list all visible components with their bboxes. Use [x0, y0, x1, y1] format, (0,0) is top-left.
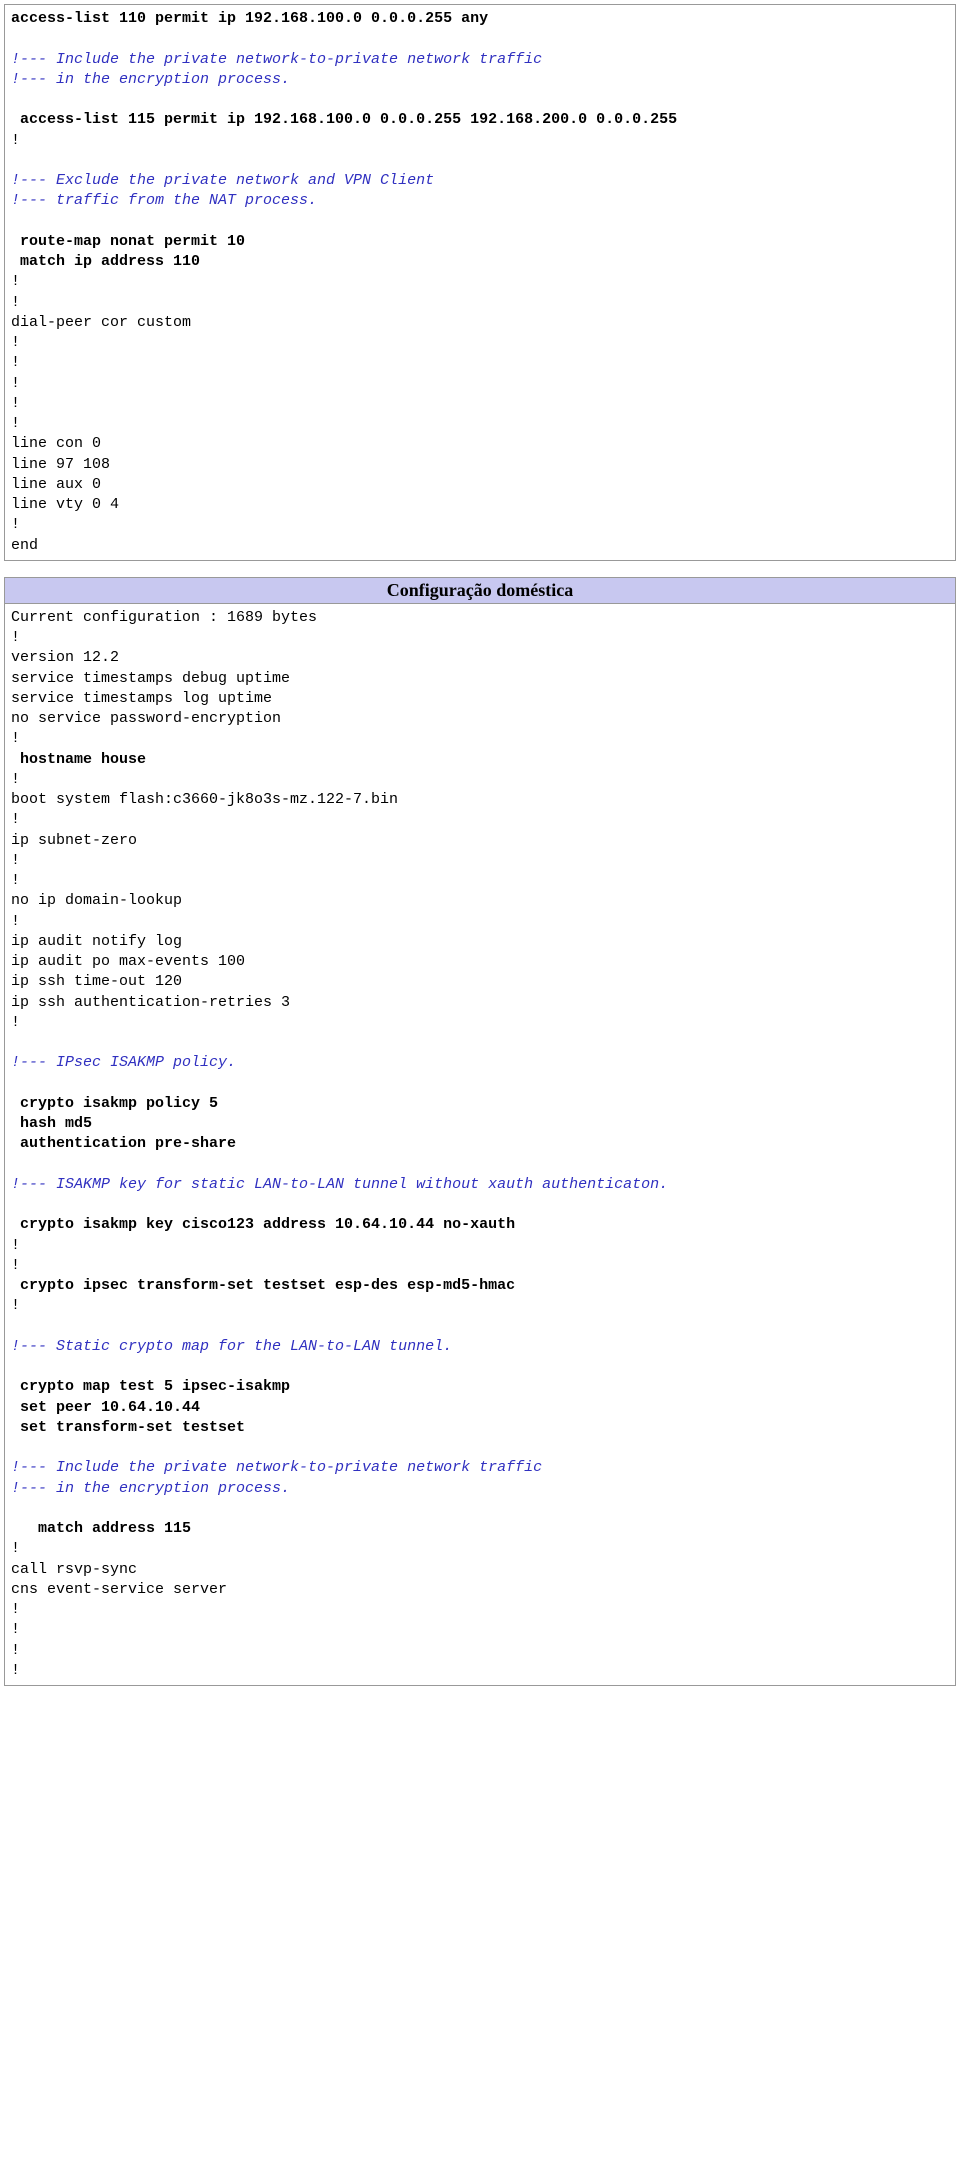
box2-line: !: [11, 913, 20, 930]
box2-line: !--- Static crypto map for the LAN-to-LA…: [11, 1338, 452, 1355]
box2-line: ip subnet-zero: [11, 832, 137, 849]
box2-line: !--- in the encryption process.: [11, 1480, 290, 1497]
box2-line: service timestamps debug uptime: [11, 670, 290, 687]
box2-line: !: [11, 852, 20, 869]
config-box-1: access-list 110 permit ip 192.168.100.0 …: [4, 4, 956, 561]
box2-line: hostname house: [11, 751, 146, 768]
box1-line: line vty 0 4: [11, 496, 119, 513]
box2-line: no service password-encryption: [11, 710, 281, 727]
box2-line: !: [11, 771, 20, 788]
box2-line: !: [11, 1601, 20, 1618]
box2-line: !: [11, 1642, 20, 1659]
box1-line: !: [11, 132, 20, 149]
box2-line: hash md5: [11, 1115, 92, 1132]
box2-line: match address 115: [11, 1520, 191, 1537]
box2-line: version 12.2: [11, 649, 119, 666]
box2-line: set transform-set testset: [11, 1419, 245, 1436]
box2-line: call rsvp-sync: [11, 1561, 137, 1578]
box1-line: !--- Include the private network-to-priv…: [11, 51, 542, 68]
config-title-2: Configuração doméstica: [5, 578, 955, 604]
box1-line: !: [11, 273, 20, 290]
box2-line: ip ssh authentication-retries 3: [11, 994, 290, 1011]
box1-line: !--- in the encryption process.: [11, 71, 290, 88]
box2-line: !: [11, 1237, 20, 1254]
box2-line: crypto isakmp policy 5: [11, 1095, 218, 1112]
box2-line: boot system flash:c3660-jk8o3s-mz.122-7.…: [11, 791, 398, 808]
box2-line: ip audit notify log: [11, 933, 182, 950]
box2-line: no ip domain-lookup: [11, 892, 182, 909]
box1-line: !: [11, 294, 20, 311]
box1-line: dial-peer cor custom: [11, 314, 191, 331]
box1-line: !: [11, 375, 20, 392]
box2-line: !: [11, 1297, 20, 1314]
box2-line: cns event-service server: [11, 1581, 227, 1598]
box2-line: crypto ipsec transform-set testset esp-d…: [11, 1277, 515, 1294]
box1-line: route-map nonat permit 10: [11, 233, 245, 250]
box2-line: !--- Include the private network-to-priv…: [11, 1459, 542, 1476]
box2-line: !: [11, 1662, 20, 1679]
box1-line: access-list 110 permit ip 192.168.100.0 …: [11, 10, 488, 27]
box1-line: !: [11, 334, 20, 351]
config-body-1: access-list 110 permit ip 192.168.100.0 …: [5, 5, 955, 560]
config-box-2: Configuração doméstica Current configura…: [4, 577, 956, 1686]
box2-line: authentication pre-share: [11, 1135, 236, 1152]
box1-line: !--- traffic from the NAT process.: [11, 192, 317, 209]
box2-line: !: [11, 1540, 20, 1557]
box2-line: !: [11, 1014, 20, 1031]
box1-line: !--- Exclude the private network and VPN…: [11, 172, 434, 189]
box2-line: !--- ISAKMP key for static LAN-to-LAN tu…: [11, 1176, 668, 1193]
box2-line: crypto isakmp key cisco123 address 10.64…: [11, 1216, 515, 1233]
box2-line: ip audit po max-events 100: [11, 953, 245, 970]
box2-line: set peer 10.64.10.44: [11, 1399, 200, 1416]
box2-line: Current configuration : 1689 bytes: [11, 609, 317, 626]
box2-line: !: [11, 1257, 20, 1274]
box2-line: ip ssh time-out 120: [11, 973, 182, 990]
box1-line: match ip address 110: [11, 253, 200, 270]
box1-line: access-list 115 permit ip 192.168.100.0 …: [11, 111, 677, 128]
box2-line: !: [11, 872, 20, 889]
box2-line: !: [11, 811, 20, 828]
box1-line: line aux 0: [11, 476, 101, 493]
box2-line: crypto map test 5 ipsec-isakmp: [11, 1378, 290, 1395]
config-body-2: Current configuration : 1689 bytes ! ver…: [5, 604, 955, 1685]
box2-line: !: [11, 1621, 20, 1638]
box1-line: !: [11, 395, 20, 412]
box2-line: service timestamps log uptime: [11, 690, 272, 707]
box1-line: !: [11, 354, 20, 371]
box1-line: !: [11, 415, 20, 432]
box1-line: line con 0: [11, 435, 101, 452]
box1-line: end: [11, 537, 38, 554]
box2-line: !--- IPsec ISAKMP policy.: [11, 1054, 236, 1071]
box1-line: line 97 108: [11, 456, 110, 473]
box2-line: !: [11, 629, 20, 646]
box1-line: !: [11, 516, 20, 533]
box2-line: !: [11, 730, 20, 747]
